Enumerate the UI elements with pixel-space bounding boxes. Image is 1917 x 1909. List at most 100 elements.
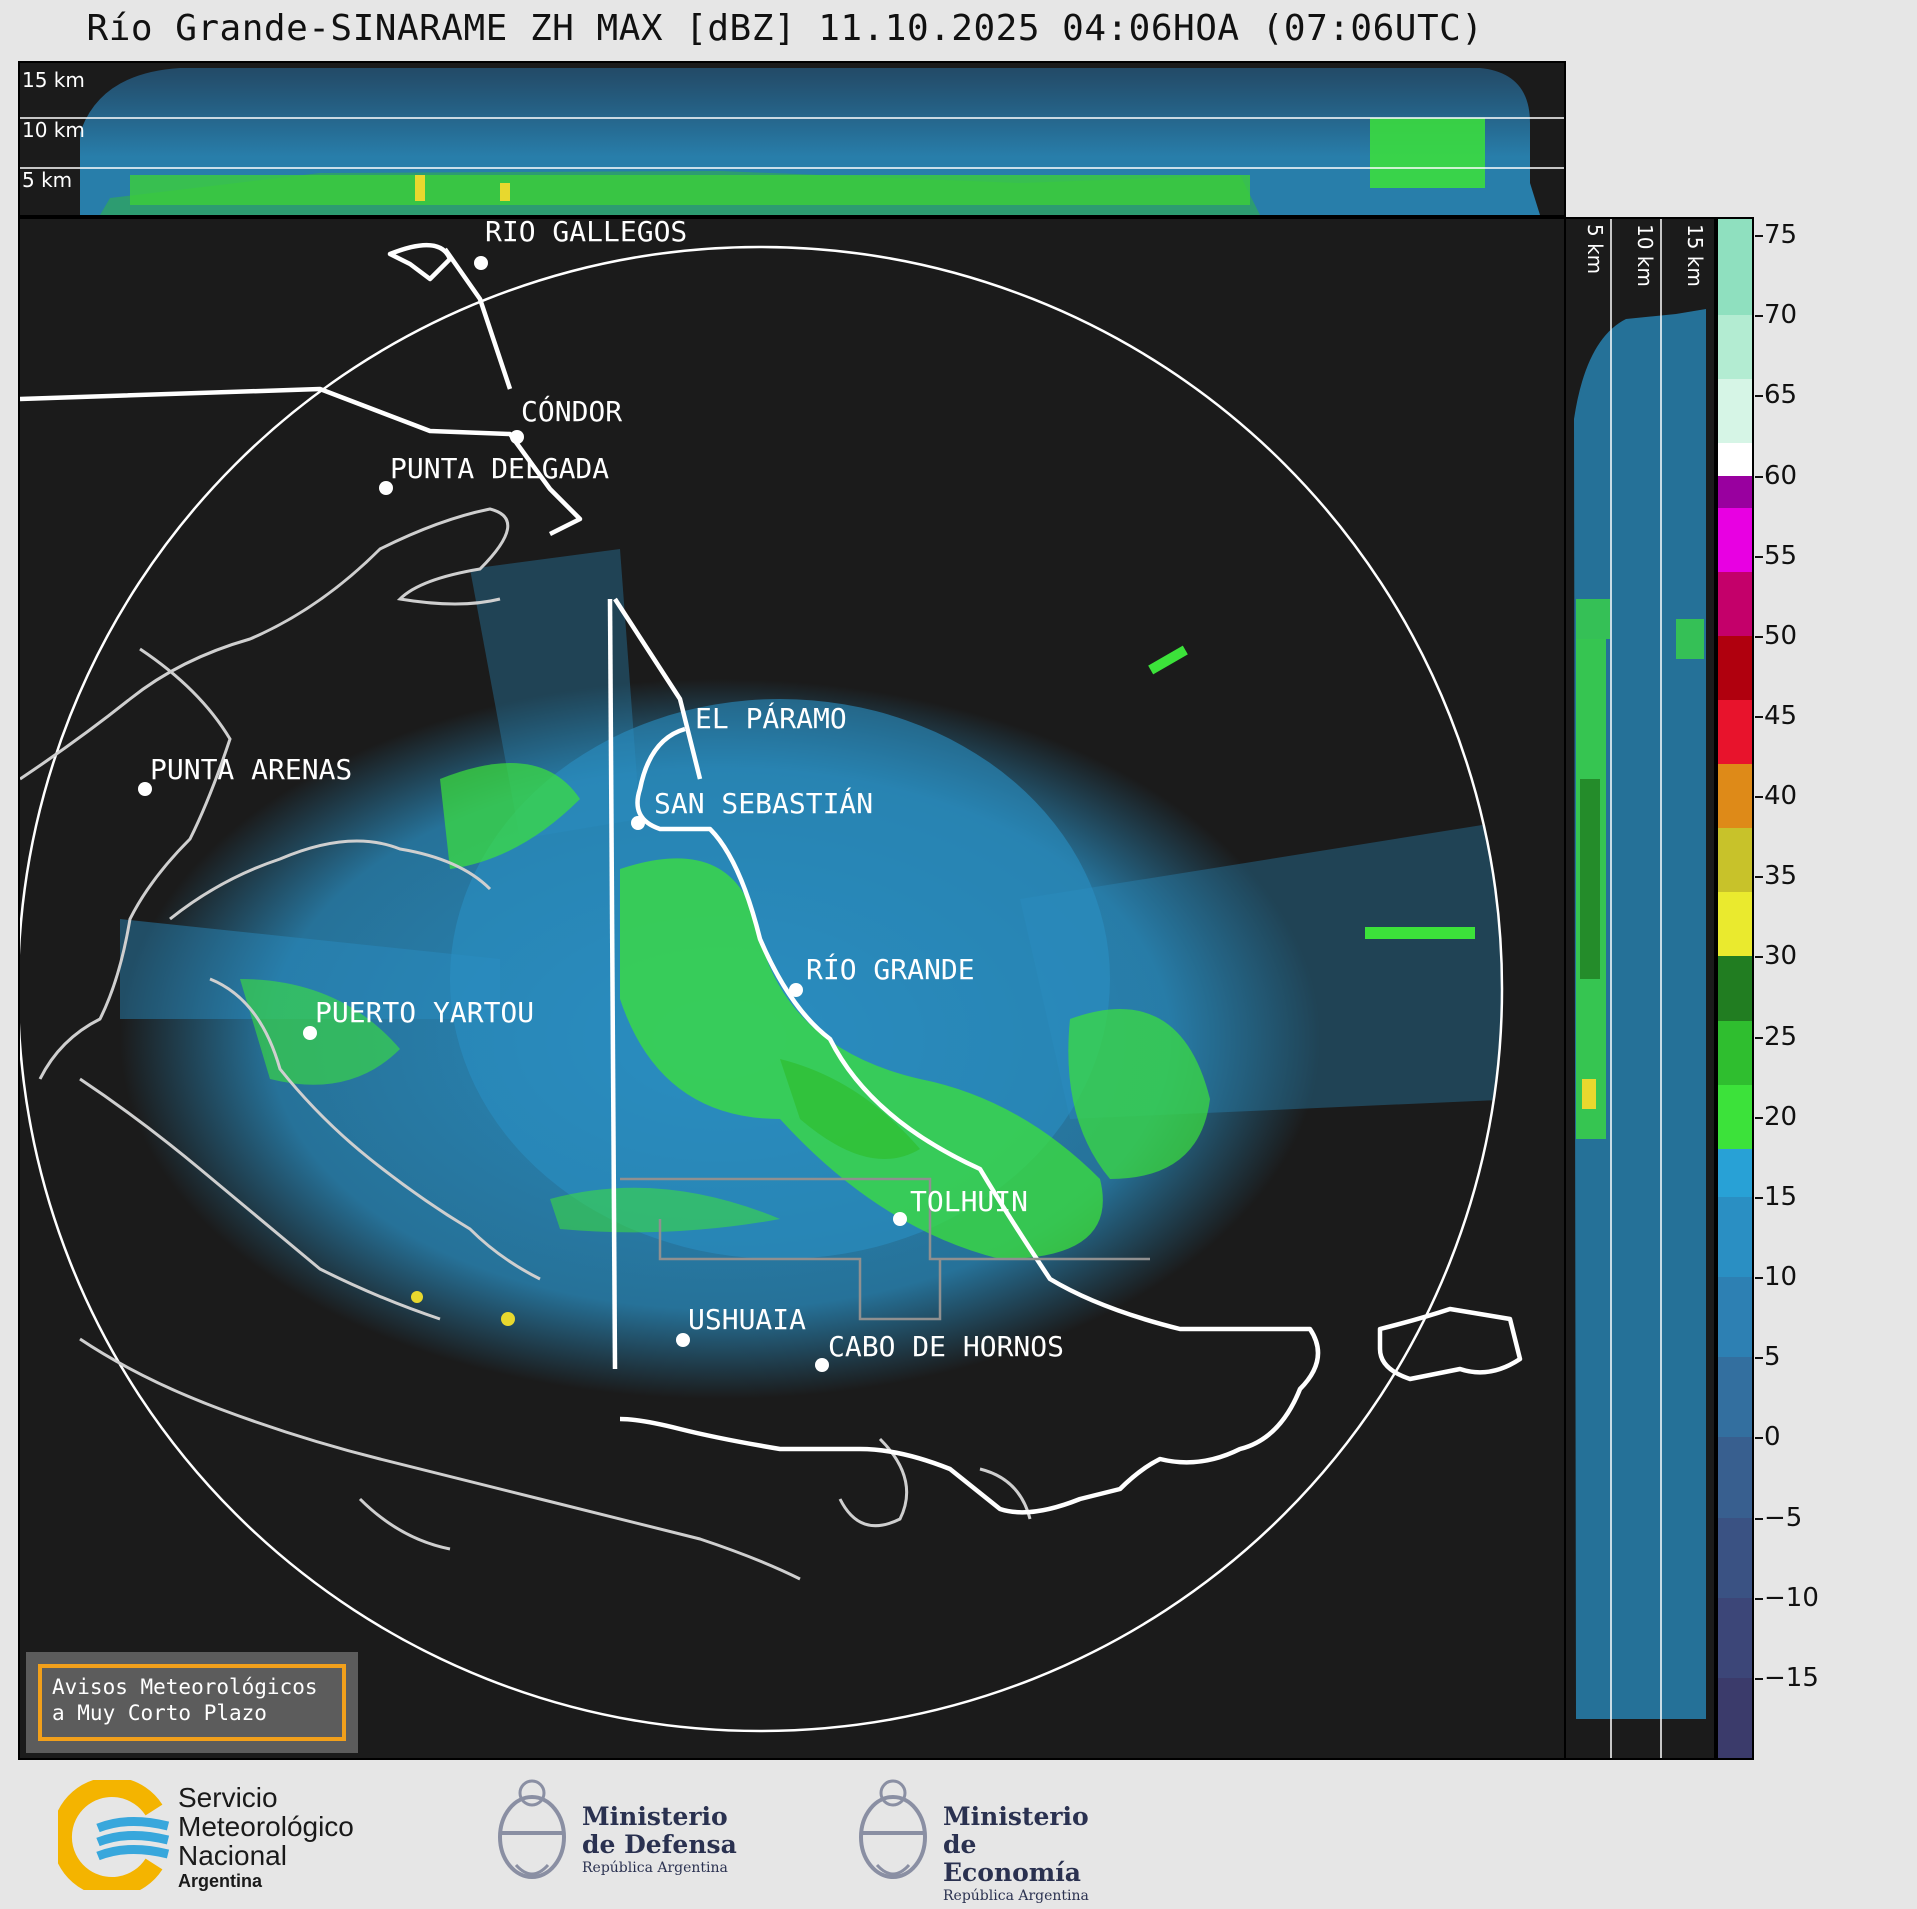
colorbar-band bbox=[1718, 475, 1752, 508]
smn-line-2: Meteorológico bbox=[178, 1811, 354, 1842]
range-ring bbox=[20, 245, 1504, 1733]
colorbar-tick-label: 55 bbox=[1754, 540, 1798, 571]
echo-field bbox=[120, 549, 1502, 1399]
colorbar-tick-label: 0 bbox=[1755, 1422, 1781, 1453]
dbz-colorbar bbox=[1716, 217, 1754, 1760]
smn-logo: Servicio Meteorológico Nacional Argentin… bbox=[58, 1775, 398, 1891]
top-height-label-10: 10 km bbox=[22, 118, 85, 142]
marker-ushuaia bbox=[676, 1333, 690, 1347]
economia-line-1: Ministerio bbox=[943, 1802, 1089, 1831]
economia-line-3: República Argentina bbox=[943, 1888, 1089, 1904]
colorbar-band bbox=[1718, 379, 1752, 444]
colorbar-tick-label: 45 bbox=[1754, 700, 1798, 731]
label-condor: CÓNDOR bbox=[521, 394, 622, 428]
colorbar-tick-label: 60 bbox=[1754, 460, 1798, 491]
label-rio-gallegos: RÍO GALLEGOS bbox=[485, 219, 687, 248]
marker-rio-grande bbox=[789, 983, 803, 997]
label-tolhuin: TOLHUIN bbox=[910, 1185, 1028, 1218]
colorbar-band bbox=[1718, 315, 1752, 380]
colorbar-band bbox=[1718, 1084, 1752, 1149]
label-punta-arenas: PUNTA ARENAS bbox=[150, 753, 352, 786]
colorbar-tick-label: −5 bbox=[1754, 1502, 1803, 1533]
colorbar-tick-label: 50 bbox=[1754, 620, 1798, 651]
colorbar-band bbox=[1718, 1277, 1752, 1358]
park-boundary bbox=[620, 1177, 1150, 1321]
smn-line-1: Servicio bbox=[178, 1782, 278, 1813]
colorbar-tick-label: 40 bbox=[1754, 781, 1798, 812]
label-el-paramo: EL PÁRAMO bbox=[695, 701, 847, 735]
marker-puerto-yartou bbox=[303, 1026, 317, 1040]
colorbar-band bbox=[1718, 1196, 1752, 1278]
colorbar-band bbox=[1718, 1437, 1752, 1518]
boundaries bbox=[20, 242, 1523, 1515]
top-height-label-5: 5 km bbox=[22, 168, 72, 192]
marker-condor bbox=[510, 430, 524, 444]
colorbar-tick-label: 10 bbox=[1754, 1262, 1798, 1293]
colorbar-band bbox=[1718, 1148, 1752, 1197]
product-title: Río Grande-SINARAME ZH MAX [dBZ] 11.10.2… bbox=[86, 8, 1484, 49]
defensa-line-2: de Defensa bbox=[582, 1830, 737, 1859]
colorbar-tick-label: 35 bbox=[1754, 861, 1798, 892]
marker-cabo-de-hornos bbox=[815, 1358, 829, 1372]
label-san-sebastian: SAN SEBASTIÁN bbox=[654, 786, 873, 820]
warning-box[interactable]: Avisos Meteorológicos a Muy Corto Plazo bbox=[26, 1652, 358, 1753]
label-puerto-yartou: PUERTO YARTOU bbox=[315, 996, 534, 1029]
colorbar-band bbox=[1718, 1357, 1752, 1438]
colorbar-band bbox=[1718, 764, 1752, 829]
economia-logo: Ministerio de Economía República Argenti… bbox=[855, 1775, 1115, 1904]
radar-ppi-map: RÍO GALLEGOS CÓNDOR PUNTA DELGADA EL PÁR… bbox=[18, 217, 1566, 1760]
colorbar-band bbox=[1718, 892, 1752, 957]
defensa-line-1: Ministerio bbox=[582, 1802, 728, 1831]
colorbar-band bbox=[1718, 956, 1752, 1021]
colorbar-band bbox=[1718, 635, 1752, 700]
side-cross-section: 5 km 10 km 15 km bbox=[1564, 217, 1716, 1760]
smn-line-4: Argentina bbox=[178, 1871, 263, 1891]
side-height-label-5: 5 km bbox=[1583, 224, 1607, 274]
label-punta-delgada: PUNTA DELGADA bbox=[390, 452, 609, 485]
marker-tolhuin bbox=[893, 1212, 907, 1226]
colorbar-band bbox=[1718, 443, 1752, 476]
colorbar-tick-label: 5 bbox=[1755, 1342, 1781, 1373]
colorbar-tick-label: 25 bbox=[1754, 1021, 1798, 1052]
label-rio-grande: RÍO GRANDE bbox=[806, 952, 975, 986]
colorbar-tick-label: 70 bbox=[1754, 300, 1798, 331]
warning-line-1: Avisos Meteorológicos bbox=[52, 1675, 318, 1699]
colorbar-band bbox=[1718, 1517, 1752, 1598]
defensa-line-3: República Argentina bbox=[582, 1860, 728, 1876]
colorbar-tick-label: 15 bbox=[1754, 1181, 1798, 1212]
colorbar-tick-label: 30 bbox=[1754, 941, 1798, 972]
side-cross-section-plot: 5 km 10 km 15 km bbox=[1574, 219, 1707, 1758]
place-labels: RÍO GALLEGOS CÓNDOR PUNTA DELGADA EL PÁR… bbox=[150, 219, 1064, 1363]
colorbar-band bbox=[1718, 571, 1752, 636]
economia-line-2: de Economía bbox=[943, 1830, 1081, 1887]
colorbar-band bbox=[1718, 1020, 1752, 1085]
national-shield-icon bbox=[498, 1779, 566, 1879]
marker-punta-delgada bbox=[379, 481, 393, 495]
label-cabo-de-hornos: CABO DE HORNOS bbox=[828, 1330, 1064, 1363]
radar-map-svg: RÍO GALLEGOS CÓNDOR PUNTA DELGADA EL PÁR… bbox=[20, 219, 1523, 1733]
national-shield-icon bbox=[859, 1779, 927, 1879]
colorbar-band bbox=[1718, 828, 1752, 893]
colorbar-tick-label: −15 bbox=[1755, 1662, 1819, 1693]
marker-rio-gallegos bbox=[474, 256, 488, 270]
label-ushuaia: USHUAIA bbox=[688, 1303, 806, 1336]
colorbar-band bbox=[1718, 219, 1752, 316]
warning-line-2: a Muy Corto Plazo bbox=[52, 1701, 267, 1725]
colorbar-band bbox=[1718, 507, 1752, 572]
colorbar-band bbox=[1718, 1677, 1752, 1758]
defensa-logo: Ministerio de Defensa República Argentin… bbox=[494, 1775, 754, 1890]
marker-san-sebastian bbox=[631, 816, 645, 830]
side-height-label-10: 10 km bbox=[1633, 224, 1657, 287]
colorbar-band bbox=[1718, 1597, 1752, 1678]
colorbar-tick-label: 75 bbox=[1754, 220, 1798, 251]
colorbar-tick-label: 65 bbox=[1754, 380, 1798, 411]
colorbar-tick-label: 20 bbox=[1754, 1101, 1798, 1132]
place-markers bbox=[138, 256, 907, 1372]
top-height-label-15: 15 km bbox=[22, 68, 85, 92]
smn-emblem-icon bbox=[58, 1780, 170, 1890]
coastlines bbox=[20, 507, 1032, 1581]
colorbar-tick-label: −10 bbox=[1755, 1582, 1819, 1613]
colorbar-band bbox=[1718, 699, 1752, 765]
smn-line-3: Nacional bbox=[178, 1840, 287, 1871]
marker-punta-arenas bbox=[138, 782, 152, 796]
